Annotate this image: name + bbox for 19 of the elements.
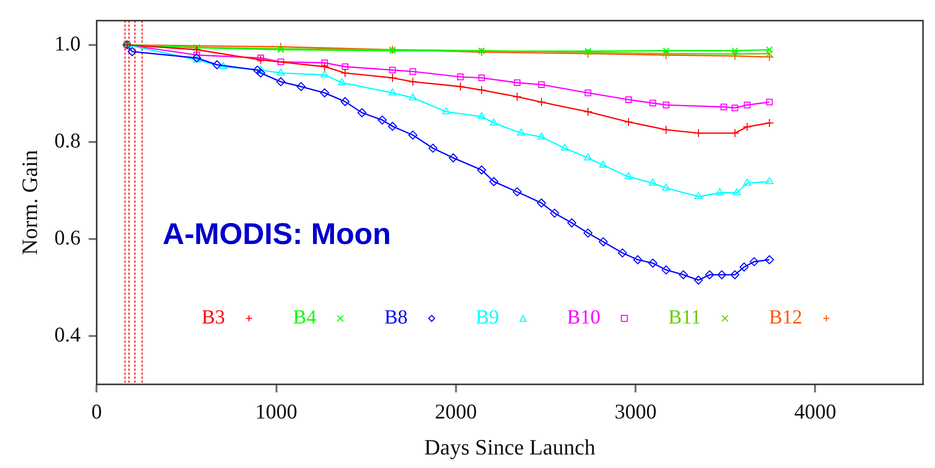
x-tick-label: 2000 [434, 400, 477, 424]
x-tick-label: 1000 [255, 400, 298, 424]
legend-label: B3 [202, 306, 225, 329]
y-tick-label: 0.8 [54, 128, 81, 152]
legend-label: B11 [668, 306, 701, 329]
annotation: A-MODIS: Moon [162, 218, 391, 251]
legend-label: B9 [476, 306, 500, 329]
x-tick-label: 3000 [614, 400, 657, 424]
x-tick-label: 0 [91, 400, 102, 424]
y-tick-label: 0.4 [54, 322, 82, 346]
y-tick-label: 0.6 [54, 225, 81, 250]
x-axis-title: Days Since Launch [424, 434, 596, 460]
legend-label: B8 [384, 306, 408, 329]
y-axis-title: Norm. Gain [16, 150, 42, 256]
legend-label: B4 [292, 306, 316, 329]
x-tick-label: 4000 [794, 400, 836, 424]
legend-label: B10 [567, 306, 600, 329]
legend-label: B12 [768, 306, 802, 329]
y-tick-label: 1.0 [54, 31, 81, 56]
